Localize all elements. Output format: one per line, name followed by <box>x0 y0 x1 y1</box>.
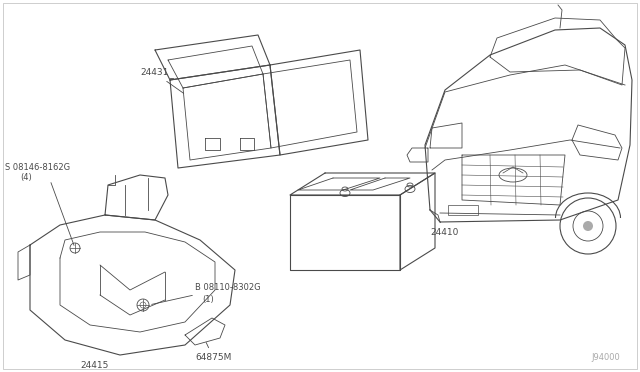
Text: J94000: J94000 <box>591 353 620 362</box>
Circle shape <box>583 221 593 231</box>
Text: (4): (4) <box>20 173 32 182</box>
Text: 24415: 24415 <box>81 361 109 370</box>
Text: (1): (1) <box>202 295 214 304</box>
Text: B 08110-8302G: B 08110-8302G <box>152 283 260 304</box>
Text: 24431: 24431 <box>140 68 184 93</box>
Text: 24410: 24410 <box>430 221 458 237</box>
Text: 64875M: 64875M <box>195 343 232 362</box>
Text: S 08146-8162G: S 08146-8162G <box>5 163 70 172</box>
Bar <box>448 205 478 215</box>
